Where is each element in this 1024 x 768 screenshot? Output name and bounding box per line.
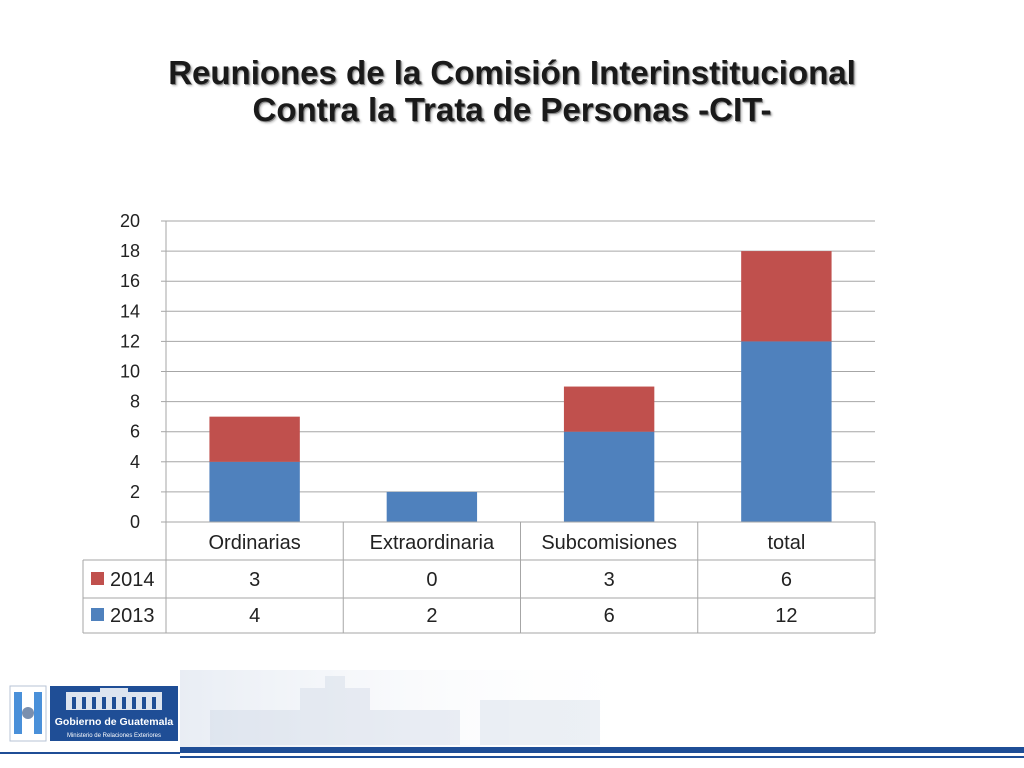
bar-2013-ordinarias (209, 461, 300, 522)
footer-rule-thick (180, 747, 1024, 753)
building-watermark-shape (210, 676, 600, 745)
legend-swatch-2013 (91, 608, 104, 621)
footer-rule-left (0, 752, 180, 754)
building-watermark (180, 670, 660, 748)
table-cell-2014-subcomisiones: 3 (604, 569, 615, 591)
table-cell-2014-total: 6 (781, 569, 792, 591)
logo-text-line-1: Gobierno de Guatemala (55, 716, 174, 728)
legend-label-2014: 2014 (110, 569, 155, 591)
y-tick-label-16: 16 (120, 271, 140, 291)
bar-2014-ordinarias (209, 416, 300, 462)
y-tick-label-18: 18 (120, 241, 140, 261)
footer-band: Gobierno de Guatemala Ministerio de Rela… (0, 670, 1024, 758)
y-tick-label-4: 4 (130, 452, 140, 472)
footer-rule-thin (180, 756, 1024, 758)
y-tick-label-20: 20 (120, 211, 140, 231)
bar-2014-total (741, 251, 832, 342)
slide-title: Reuniones de la Comisión Interinstitucio… (0, 54, 1024, 128)
y-tick-label-2: 2 (130, 482, 140, 502)
y-tick-label-10: 10 (120, 362, 140, 382)
bars (209, 251, 832, 522)
table-cell-2013-ordinarias: 4 (249, 605, 260, 627)
table-cell-2013-extraordinaria: 2 (426, 605, 437, 627)
table-cell-2014-ordinarias: 3 (249, 569, 260, 591)
y-axis-ticks: 0 2 4 6 8 10 12 14 16 18 20 (120, 211, 140, 532)
table-cell-2014-extraordinaria: 0 (426, 569, 437, 591)
bar-2013-subcomisiones (563, 431, 655, 522)
table-cell-2013-subcomisiones: 6 (604, 605, 615, 627)
logo-text-line-2: Ministerio de Relaciones Exteriores (67, 733, 161, 739)
y-tick-label-8: 8 (130, 392, 140, 412)
y-tick-label-0: 0 (130, 512, 140, 532)
y-tick-label-6: 6 (130, 422, 140, 442)
slide-title-line-1: Reuniones de la Comisión Interinstitucio… (168, 54, 856, 91)
x-category-label-ordinarias: Ordinarias (208, 532, 300, 554)
bar-2014-subcomisiones (563, 386, 655, 432)
data-table: Ordinarias Extraordinaria Subcomisiones tot… (82, 521, 876, 634)
bar-2013-extraordinaria (386, 491, 478, 522)
x-category-label-total: total (767, 532, 805, 554)
x-category-label-extraordinaria: Extraordinaria (370, 532, 495, 554)
slide-title-line-2: Contra la Trata de Personas -CIT- (252, 91, 772, 128)
table-cell-2013-total: 12 (775, 605, 797, 627)
legend-label-2013: 2013 (110, 605, 155, 627)
bar-2013-total (741, 341, 832, 522)
y-tick-label-12: 12 (120, 331, 140, 351)
legend-swatch-2014 (91, 572, 104, 585)
x-category-label-subcomisiones: Subcomisiones (541, 532, 677, 554)
y-tick-label-14: 14 (120, 301, 140, 321)
